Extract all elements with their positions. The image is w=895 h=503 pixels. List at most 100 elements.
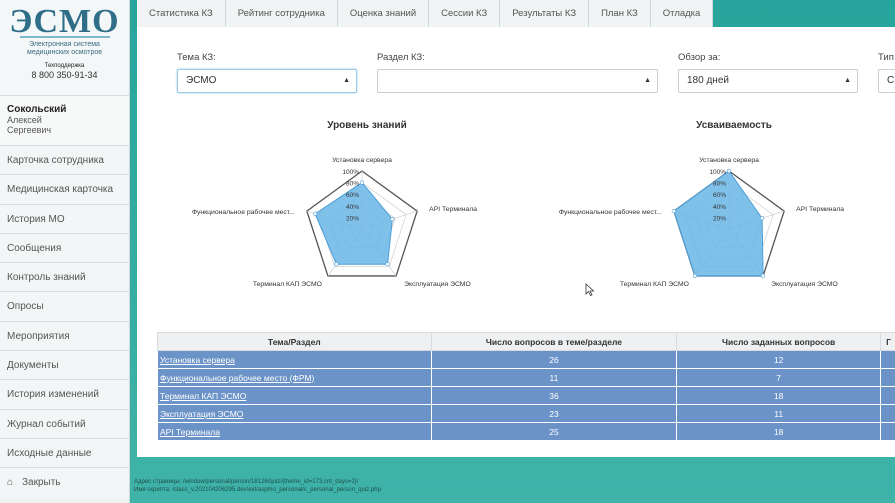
tab-bar: Статистика КЗ Рейтинг сотрудника Оценка … [137, 0, 714, 27]
row-topic-cell: API Терминала [157, 422, 432, 441]
row-extra-cell [880, 350, 895, 369]
row-topic-cell: Терминал КАП ЭСМО [157, 386, 432, 405]
nav-label: Опросы [7, 301, 44, 313]
col-header-total-questions[interactable]: Число вопросов в теме/разделе [430, 332, 678, 351]
results-table: Тема/Раздел Число вопросов в теме/раздел… [157, 332, 895, 441]
home-icon: ⌂ [7, 477, 14, 489]
tick-label: 60% [713, 192, 726, 199]
tab-label: План КЗ [601, 8, 638, 19]
section-select[interactable]: ▲ [377, 69, 658, 93]
period-label: Обзор за: [678, 52, 721, 63]
tab-kz-results[interactable]: Результаты КЗ [500, 0, 590, 27]
tagline: Электронная система медицинских осмотров [0, 41, 129, 57]
data-point [692, 273, 698, 279]
period-select[interactable]: 180 дней ▲ [678, 69, 858, 93]
nav-label: Исходные данные [7, 447, 92, 459]
type-select[interactable]: С [878, 69, 895, 93]
sidebar: ЭСМО Электронная система медицинских осм… [0, 0, 130, 503]
data-point [385, 262, 390, 267]
data-point [760, 273, 766, 279]
row-total-cell: 11 [430, 368, 678, 387]
topic-link[interactable]: API Терминала [160, 426, 220, 437]
type-label: Тип [878, 52, 894, 63]
data-point [759, 216, 765, 221]
nav-label: Контроль знаний [7, 272, 86, 284]
period-select-value: 180 дней [687, 75, 729, 86]
row-extra-cell [880, 422, 895, 441]
type-select-value: С [887, 75, 895, 86]
mouse-cursor-icon [585, 283, 595, 297]
nav-label: История МО [7, 213, 65, 225]
row-asked-cell: 18 [676, 422, 882, 441]
topic-select[interactable]: ЭСМО ▲ [177, 69, 357, 93]
tab-debug[interactable]: Отладка [650, 0, 714, 27]
data-point [390, 217, 395, 222]
row-extra-cell [880, 404, 895, 423]
nav-label: Закрыть [22, 477, 61, 489]
nav-change-history[interactable]: История изменений [0, 380, 129, 410]
axis-label: Терминал КАП ЭСМО [253, 281, 322, 288]
axis-label: Установка сервера [699, 157, 759, 164]
topic-label: Тема КЗ: [177, 52, 216, 63]
page-footer: Адрес страницы: /window/personal/person/… [134, 478, 381, 494]
nav-event-log[interactable]: Журнал событий [0, 409, 129, 439]
tick-label: 60% [346, 192, 359, 199]
col-header-asked-questions[interactable]: Число заданных вопросов [676, 332, 882, 351]
col-header-topic[interactable]: Тема/Раздел [157, 332, 432, 351]
tab-label: Отладка [662, 8, 701, 19]
radar-chart-assimilation: 20% 40% 60% 80% 100% Установка сервера API Тер… [559, 157, 844, 288]
select-arrows-icon: ▲ [343, 77, 350, 84]
support-label: Техподдержка [44, 63, 85, 69]
nav-label: Журнал событий [7, 418, 86, 430]
footer-script-name: Имя скрипта: /class_v.202104206295.dev/e… [134, 487, 381, 493]
topic-select-value: ЭСМО [186, 75, 217, 86]
col-header-more[interactable]: Г [880, 332, 895, 351]
section-label: Раздел КЗ: [377, 52, 425, 63]
data-point [334, 262, 339, 267]
tab-kz-sessions[interactable]: Сессии КЗ [429, 0, 501, 27]
topic-link[interactable]: Терминал КАП ЭСМО [160, 390, 247, 401]
tab-label: Рейтинг сотрудника [237, 8, 325, 19]
nav-knowledge-control[interactable]: Контроль знаний [0, 263, 129, 293]
topic-link[interactable]: Установка сервера [160, 354, 235, 365]
tick-label: 20% [713, 215, 726, 222]
user-middle-name: Сергеевич [7, 125, 52, 135]
tab-kz-statistics[interactable]: Статистика КЗ [137, 0, 226, 27]
nav-documents[interactable]: Документы [0, 351, 129, 381]
row-topic-cell: Установка сервера [157, 350, 432, 369]
tab-employee-rating[interactable]: Рейтинг сотрудника [225, 0, 338, 27]
topic-link[interactable]: Эксплуатация ЭСМО [160, 408, 244, 419]
logo-text: ЭСМО [9, 3, 120, 40]
nav-close[interactable]: ⌂ Закрыть [0, 468, 129, 498]
tab-knowledge-assessment[interactable]: Оценка знаний [337, 0, 430, 27]
esmo-logo[interactable]: ЭСМО [0, 0, 129, 40]
row-asked-cell: 11 [676, 404, 882, 423]
nav-medical-card[interactable]: Медицинская карточка [0, 175, 129, 205]
nav-employee-card[interactable]: Карточка сотрудника [0, 146, 129, 176]
nav-messages[interactable]: Сообщения [0, 233, 129, 264]
axis-label: Функциональное рабочее мест... [192, 208, 295, 216]
nav-label: Медицинская карточка [7, 184, 114, 196]
topic-link[interactable]: Функциональное рабочее место (ФРМ) [160, 372, 315, 383]
logo-swoosh [19, 36, 110, 38]
radar-chart-knowledge-level: 20% 40% 60% 80% 100% Установка сервера API Тер… [192, 157, 477, 288]
grid-ring [306, 170, 418, 277]
axis-label: Эксплуатация ЭСМО [771, 281, 838, 288]
brand-block: ЭСМО Электронная система медицинских осм… [0, 0, 129, 96]
tick-label: 80% [346, 181, 359, 188]
tab-kz-plan[interactable]: План КЗ [589, 0, 651, 27]
table-row: Эксплуатация ЭСМО 23 11 [157, 404, 895, 423]
nav-surveys[interactable]: Опросы [0, 292, 129, 322]
nav-label: Документы [7, 360, 59, 372]
nav-mo-history[interactable]: История МО [0, 204, 129, 234]
tick-label: 40% [346, 204, 359, 211]
tick-label: 20% [346, 215, 359, 222]
user-first-name: Алексей [7, 115, 42, 125]
row-total-cell: 23 [430, 404, 678, 423]
nav-source-data[interactable]: Исходные данные [0, 438, 129, 469]
row-asked-cell: 12 [676, 350, 882, 369]
axis-label: API Терминала [429, 206, 477, 213]
nav-events[interactable]: Мероприятия [0, 321, 129, 352]
table-row: Установка сервера 26 12 [157, 350, 895, 369]
